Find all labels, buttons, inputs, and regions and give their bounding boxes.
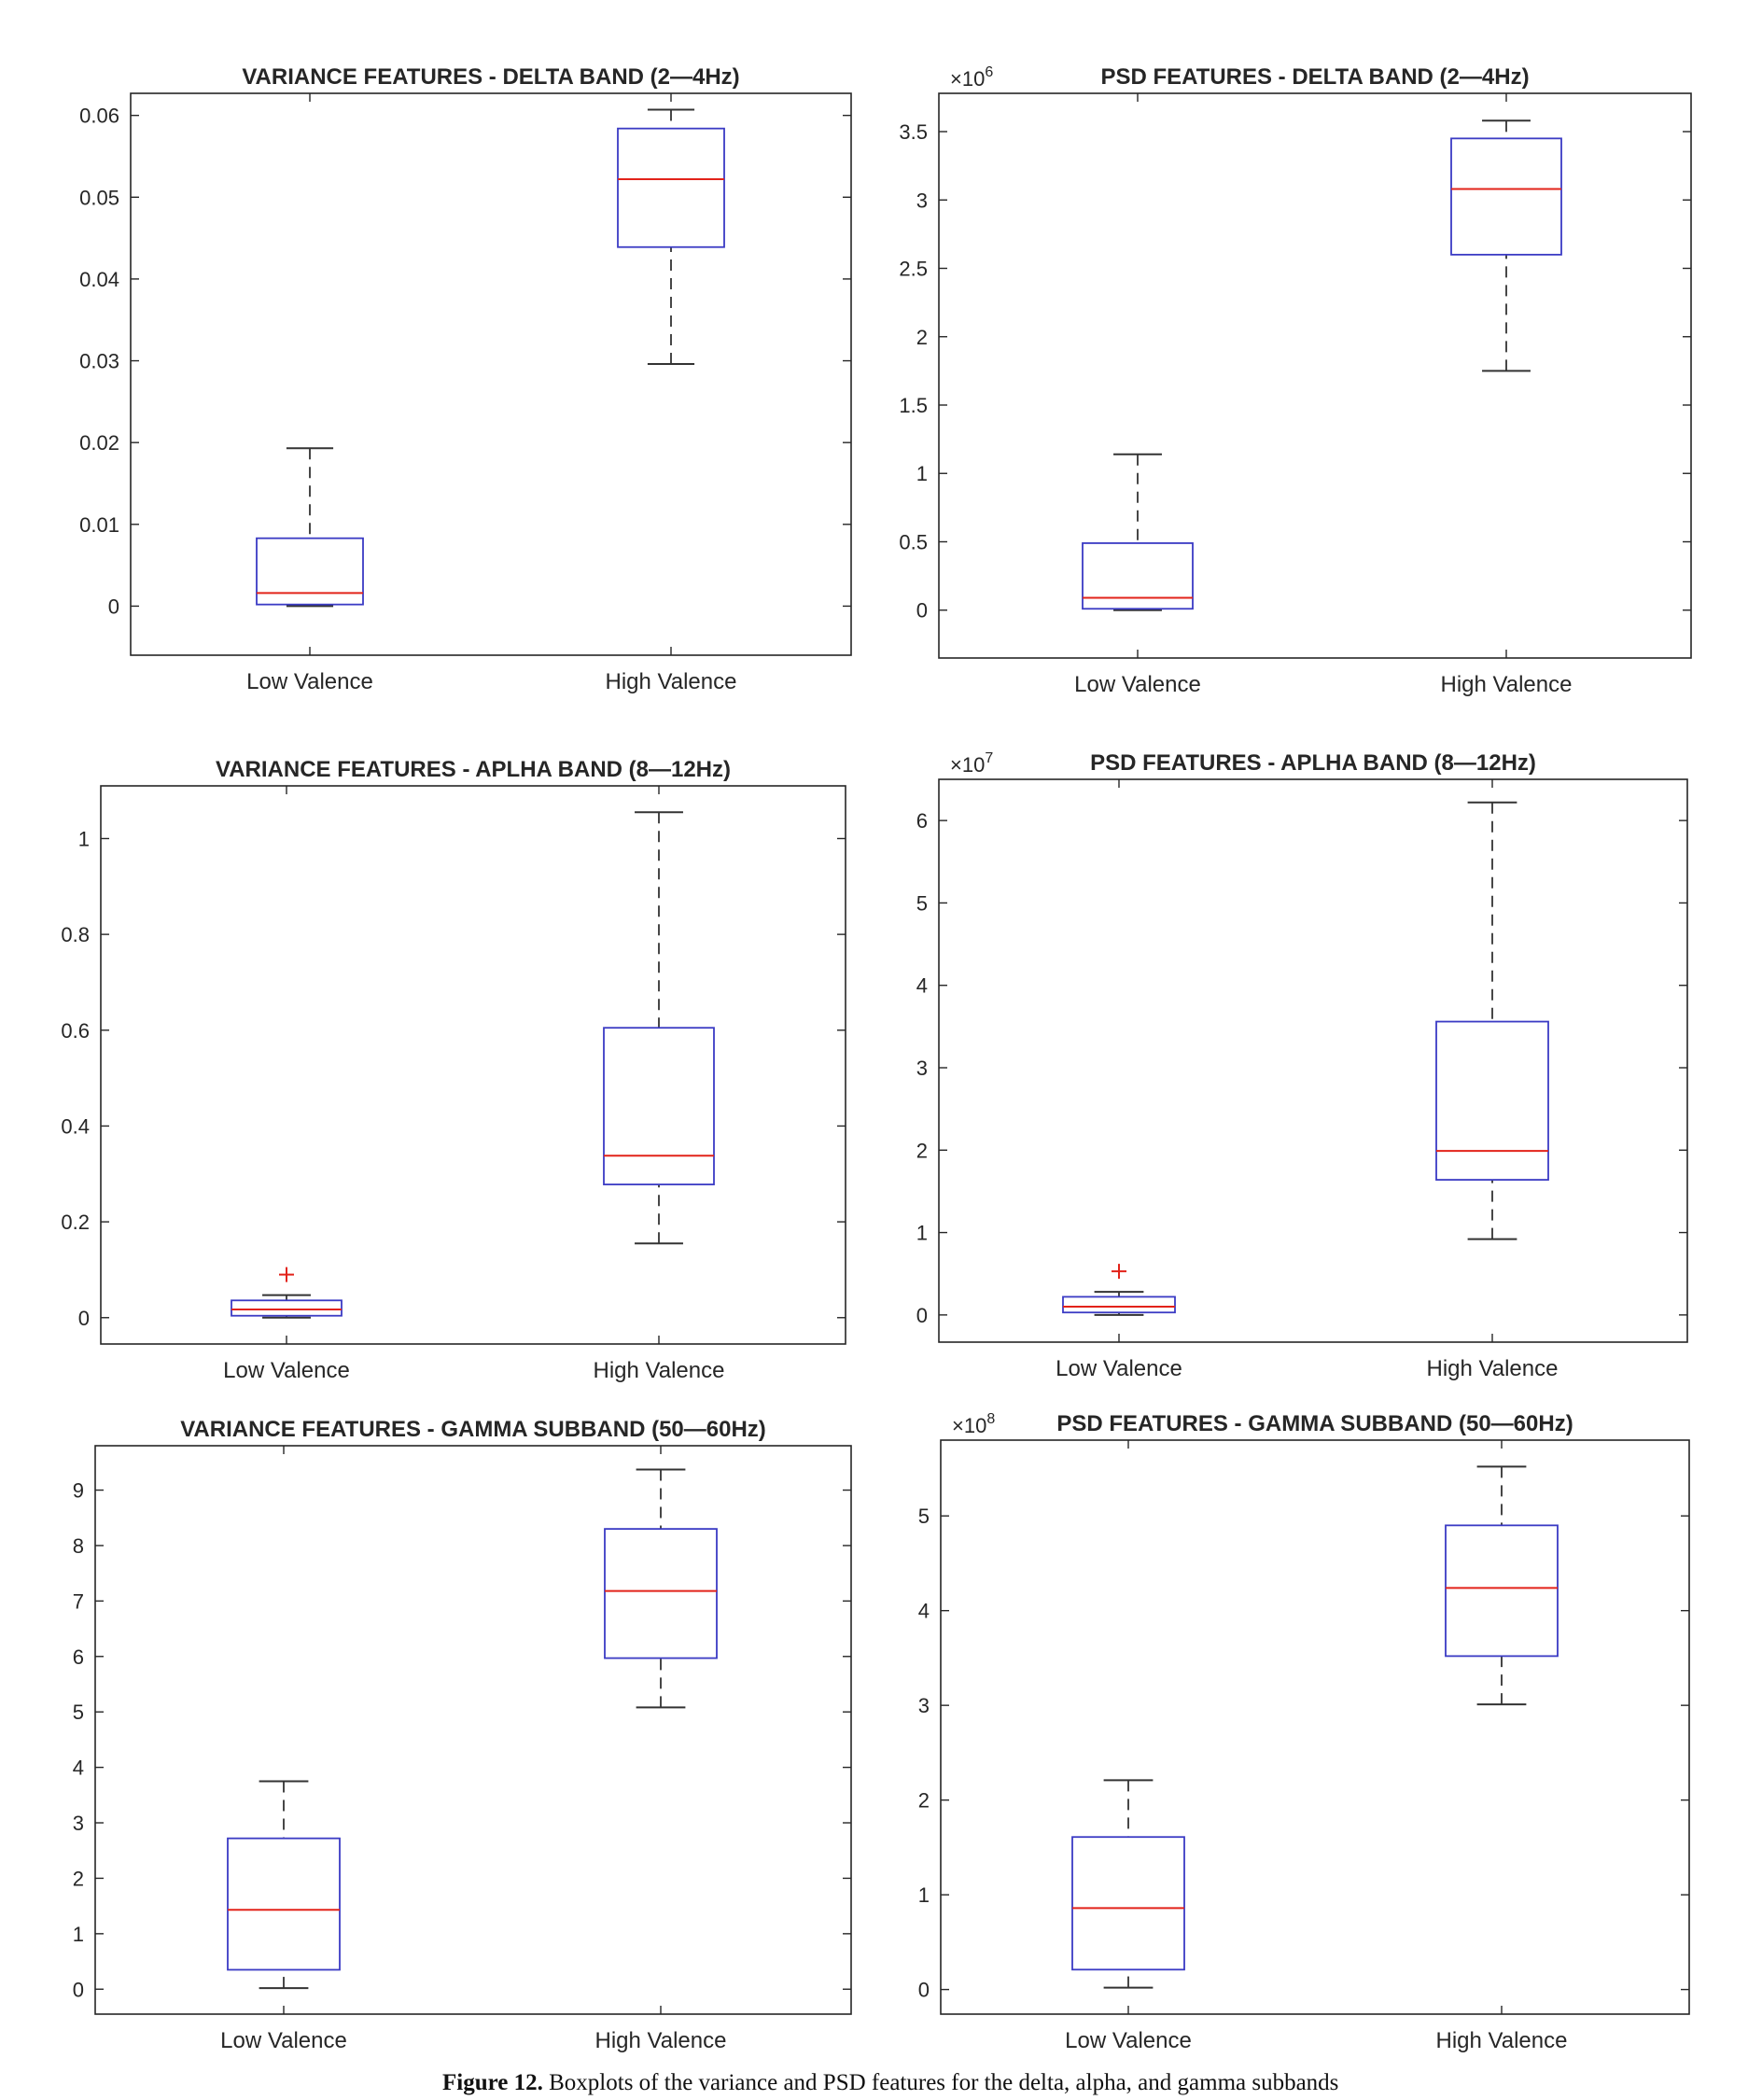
x-category-label: Low Valence xyxy=(223,1358,350,1383)
chart-title: PSD FEATURES - DELTA BAND (2—4Hz) xyxy=(1100,64,1529,90)
y-tick-label: 6 xyxy=(916,809,928,833)
y-tick-label: 5 xyxy=(918,1505,930,1528)
axes-frame xyxy=(100,785,846,1345)
iqr-box xyxy=(231,1299,343,1317)
y-tick-label: 1 xyxy=(916,462,928,485)
x-category-label: Low Valence xyxy=(1065,2028,1192,2053)
axes-frame xyxy=(940,1439,1690,2015)
x-category-label: Low Valence xyxy=(246,669,373,694)
boxplot-panel-1: VARIANCE FEATURES - DELTA BAND (2—4Hz) 0 0… xyxy=(79,64,852,694)
x-category-label: Low Valence xyxy=(1056,1356,1182,1381)
x-category-label: High Valence xyxy=(1436,2028,1568,2053)
y-tick-label: 0 xyxy=(916,599,928,623)
boxplot-panel-3: VARIANCE FEATURES - APLHA BAND (8—12Hz) 0… xyxy=(61,757,846,1383)
y-tick-label: 6 xyxy=(73,1645,84,1669)
y-tick-label: 0.4 xyxy=(61,1114,90,1138)
y-tick-label: 4 xyxy=(916,974,928,998)
iqr-box xyxy=(1450,137,1562,256)
y-tick-label: 3 xyxy=(73,1812,84,1835)
y-tick-label: 3 xyxy=(918,1694,930,1717)
y-tick-label: 5 xyxy=(73,1701,84,1724)
y-tick-label: 0.06 xyxy=(79,105,119,128)
chart-title: PSD FEATURES - GAMMA SUBBAND (50—60Hz) xyxy=(1056,1411,1573,1436)
y-tick-label: 0.05 xyxy=(79,186,119,209)
caption-text: Boxplots of the variance and PSD feature… xyxy=(542,2070,1339,2095)
y-tick-label: 0.04 xyxy=(79,268,119,291)
iqr-box xyxy=(1435,1020,1549,1181)
boxplot-panel-4: PSD FEATURES - APLHA BAND (8—12Hz) ×107 0 1… xyxy=(916,750,1688,1381)
y-tick-label: 2 xyxy=(916,1139,928,1162)
axes-frame xyxy=(938,778,1688,1343)
boxplot-panel-5: VARIANCE FEATURES - GAMMA SUBBAND (50—60… xyxy=(73,1417,852,2053)
y-tick-label: 9 xyxy=(73,1479,84,1503)
y-tick-label: 3 xyxy=(916,189,928,212)
y-tick-label: 1 xyxy=(78,827,90,850)
axis-exponent-label: ×108 xyxy=(952,1411,995,1437)
axes-frame xyxy=(94,1445,852,2015)
iqr-box xyxy=(1082,542,1194,610)
iqr-box xyxy=(1071,1836,1185,1971)
axis-exponent-label: ×106 xyxy=(950,64,993,91)
y-tick-label: 0.5 xyxy=(899,530,928,553)
x-category-label: High Valence xyxy=(595,2028,727,2053)
y-tick-label: 0 xyxy=(78,1307,90,1330)
y-tick-label: 0 xyxy=(918,1979,930,2002)
y-tick-label: 0 xyxy=(108,595,119,618)
y-tick-label: 2 xyxy=(918,1789,930,1813)
chart-title: VARIANCE FEATURES - GAMMA SUBBAND (50—60… xyxy=(180,1417,766,1442)
y-tick-label: 1 xyxy=(73,1923,84,1946)
iqr-box xyxy=(1445,1524,1559,1658)
y-tick-label: 0.8 xyxy=(61,923,90,946)
axis-exponent-label: ×107 xyxy=(950,750,993,777)
x-category-label: High Valence xyxy=(1441,672,1573,697)
x-category-label: High Valence xyxy=(594,1358,725,1383)
y-tick-label: 0 xyxy=(916,1304,928,1327)
y-tick-label: 0.03 xyxy=(79,350,119,373)
y-tick-label: 0.02 xyxy=(79,431,119,455)
y-tick-label: 2 xyxy=(73,1867,84,1890)
y-tick-label: 0.2 xyxy=(61,1211,90,1234)
y-tick-label: 2.5 xyxy=(899,258,928,281)
iqr-box xyxy=(603,1027,715,1185)
y-tick-label: 3.5 xyxy=(899,120,928,144)
y-tick-label: 1 xyxy=(918,1883,930,1907)
chart-title: VARIANCE FEATURES - DELTA BAND (2—4Hz) xyxy=(242,64,739,90)
boxplot-panel-6: PSD FEATURES - GAMMA SUBBAND (50—60Hz) ×1… xyxy=(918,1411,1690,2053)
iqr-box xyxy=(1062,1295,1176,1314)
y-tick-label: 1.5 xyxy=(899,394,928,417)
axes-frame xyxy=(938,92,1692,659)
y-tick-label: 0 xyxy=(73,1978,84,2001)
boxplot-panel-2: PSD FEATURES - DELTA BAND (2—4Hz) ×106 0 0.… xyxy=(899,64,1692,697)
y-tick-label: 0.6 xyxy=(61,1019,90,1043)
figure-caption: Figure 12. Boxplots of the variance and … xyxy=(442,2070,1740,2096)
axes-frame xyxy=(130,92,852,656)
y-tick-label: 7 xyxy=(73,1589,84,1613)
iqr-box xyxy=(227,1837,341,1971)
chart-title: VARIANCE FEATURES - APLHA BAND (8—12Hz) xyxy=(216,757,731,782)
iqr-box xyxy=(604,1528,718,1659)
iqr-box xyxy=(617,127,725,248)
chart-title: PSD FEATURES - APLHA BAND (8—12Hz) xyxy=(1090,750,1536,776)
y-tick-label: 0.01 xyxy=(79,513,119,537)
y-tick-label: 8 xyxy=(73,1534,84,1558)
iqr-box xyxy=(256,537,364,606)
outlier-marker xyxy=(1112,1264,1126,1280)
x-category-label: Low Valence xyxy=(1074,672,1201,697)
outlier-marker xyxy=(279,1267,294,1282)
y-tick-label: 4 xyxy=(73,1757,84,1780)
y-tick-label: 1 xyxy=(916,1222,928,1245)
x-category-label: High Valence xyxy=(1427,1356,1559,1381)
caption-label: Figure 12. xyxy=(442,2070,543,2095)
y-tick-label: 4 xyxy=(918,1600,930,1623)
x-category-label: High Valence xyxy=(606,669,737,694)
y-tick-label: 3 xyxy=(916,1057,928,1080)
y-tick-label: 5 xyxy=(916,891,928,915)
y-tick-label: 2 xyxy=(916,326,928,349)
x-category-label: Low Valence xyxy=(220,2028,347,2053)
